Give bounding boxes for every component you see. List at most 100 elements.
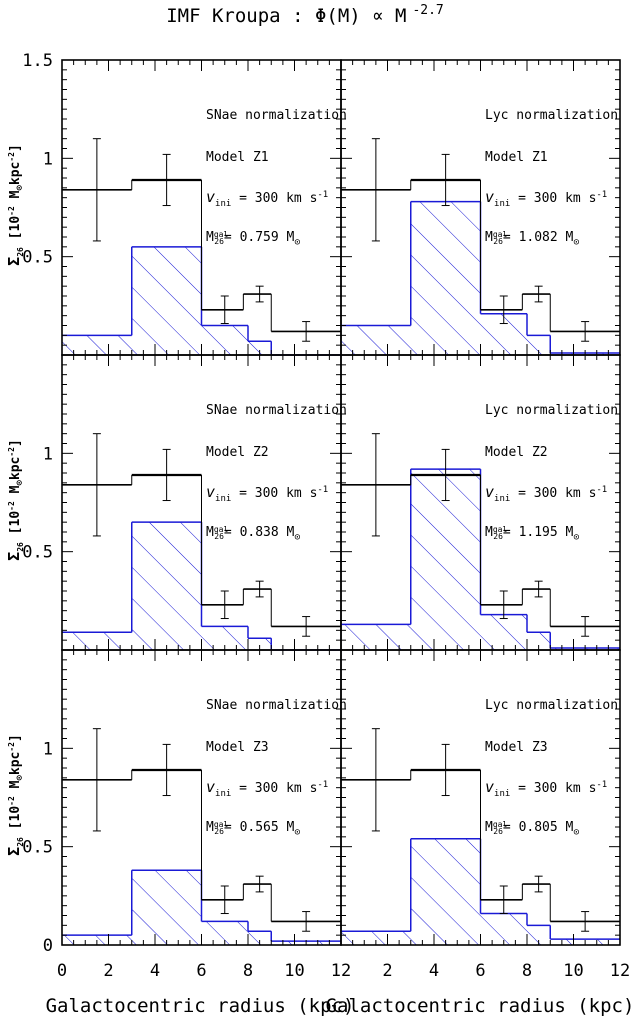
normalization-label: Lyc normalization xyxy=(485,403,618,418)
mgal-symbol: M xyxy=(206,525,214,540)
vini-exponent: -1 xyxy=(317,485,328,495)
mgal-symbol: M xyxy=(485,820,493,835)
vini-label: vini = 300 km s-1 xyxy=(485,778,607,799)
vini-exponent: -1 xyxy=(596,485,607,495)
vini-symbol: v xyxy=(206,483,215,501)
y-axis-title-units-mass: M xyxy=(8,780,23,796)
y-axis-title-units-exp: -2 xyxy=(7,796,16,806)
panel-bottom-left: SNae normalization Model Z3 vini = 300 km … xyxy=(61,649,347,946)
model-label: Model Z3 xyxy=(206,740,269,755)
mgal-symbol: M xyxy=(206,820,214,835)
vini-symbol: v xyxy=(485,188,494,206)
mgal-label: Mgal 26= 0.759 M⊙ xyxy=(206,230,300,248)
mgal-subscript: 26 xyxy=(214,532,224,541)
vini-subscript: ini xyxy=(215,494,231,504)
mgal-subscript: 26 xyxy=(493,532,503,541)
x-tick-label: 4 xyxy=(429,961,439,981)
mgal-value: = 0.805 M xyxy=(503,820,574,835)
y-axis-title-units-area: kpc xyxy=(8,162,23,185)
mgal-superscript: gal xyxy=(493,525,508,534)
x-tick-label: 2 xyxy=(382,961,392,981)
x-tick-label: 8 xyxy=(522,961,532,981)
mgal-label: Mgal 26= 1.195 M⊙ xyxy=(485,525,579,543)
figure-title-exponent: -2.7 xyxy=(412,3,443,18)
panel-top-right: Lyc normalization Model Z1 vini = 300 km s… xyxy=(340,59,621,356)
y-axis-title-close: ] xyxy=(8,734,23,742)
mgal-superscript: gal xyxy=(214,525,229,534)
model-bar-fill xyxy=(480,913,527,945)
x-tick-label: 12 xyxy=(610,961,630,981)
y-axis-title-units-area-exp: -2 xyxy=(7,742,16,752)
y-axis-title-close: ] xyxy=(8,144,23,152)
y-axis-title-units-area: kpc xyxy=(8,752,23,775)
vini-exponent: -1 xyxy=(596,190,607,200)
mgal-sun: ⊙ xyxy=(294,532,300,543)
x-tick-label: 6 xyxy=(196,961,206,981)
y-axis-title-subscript: 26 xyxy=(16,247,25,257)
y-axis-title-symbol: Σ xyxy=(5,552,23,561)
vini-value: = 300 km s xyxy=(510,781,596,796)
mgal-value: = 0.759 M xyxy=(224,230,295,245)
normalization-label: Lyc normalization xyxy=(485,108,618,123)
mgal-value: = 0.838 M xyxy=(224,525,295,540)
mgal-label: Mgal 26= 0.565 M⊙ xyxy=(206,820,300,838)
y-axis-title: Σ26 [10-2 M⊙kpc-2] xyxy=(5,144,25,266)
model-bar-fill xyxy=(527,335,551,355)
vini-symbol: v xyxy=(206,778,215,796)
mgal-label: Mgal 26= 0.805 M⊙ xyxy=(485,820,579,838)
y-axis-title-subscript: 26 xyxy=(16,837,25,847)
model-bar-fill xyxy=(131,522,202,650)
panel-top-left: SNae normalization Model Z1 vini = 300 km … xyxy=(61,59,347,356)
y-tick-label: 0.5 xyxy=(22,543,53,563)
y-axis-title-symbol: Σ xyxy=(5,847,23,856)
y-tick-label: 1 xyxy=(43,149,53,169)
x-tick-label: 6 xyxy=(475,961,485,981)
y-axis-title: Σ26 [10-2 M⊙kpc-2] xyxy=(5,439,25,561)
vini-exponent: -1 xyxy=(317,190,328,200)
model-label: Model Z3 xyxy=(485,740,548,755)
y-tick-label: 1 xyxy=(43,739,53,759)
model-bar-fill xyxy=(201,626,248,650)
mgal-label: Mgal 26= 0.838 M⊙ xyxy=(206,525,300,543)
vini-value: = 300 km s xyxy=(231,191,317,206)
model-bar-fill xyxy=(480,614,527,650)
y-axis-title-units-area: kpc xyxy=(8,457,23,480)
x-tick-label: 10 xyxy=(563,961,583,981)
mgal-superscript: gal xyxy=(493,820,508,829)
vini-subscript: ini xyxy=(215,789,231,799)
normalization-label: SNae normalization xyxy=(206,403,347,418)
panel-middle-left: SNae normalization Model Z2 vini = 300 km … xyxy=(61,354,347,651)
vini-label: vini = 300 km s-1 xyxy=(206,188,328,209)
y-axis-title-units-sun: ⊙ xyxy=(15,185,25,191)
model-bar-fill xyxy=(341,931,411,945)
panel-middle-right: Lyc normalization Model Z2 vini = 300 km s… xyxy=(340,354,621,651)
x-axis-labels: Galactocentric radius (kpc) Galactocentr… xyxy=(46,995,631,1017)
mgal-superscript: gal xyxy=(214,230,229,239)
mgal-sun: ⊙ xyxy=(573,532,579,543)
x-tick-label: 2 xyxy=(103,961,113,981)
y-tick-label: 0 xyxy=(43,936,53,956)
vini-exponent: -1 xyxy=(317,780,328,790)
vini-symbol: v xyxy=(485,483,494,501)
mgal-value: = 0.565 M xyxy=(224,820,295,835)
mgal-superscript: gal xyxy=(493,230,508,239)
y-axis-title-units-exp: -2 xyxy=(7,206,16,216)
mgal-symbol: M xyxy=(485,525,493,540)
y-axis-title-units-area-exp: -2 xyxy=(7,152,16,162)
y-tick-label: 1.5 xyxy=(22,51,53,71)
model-bar-fill xyxy=(131,870,202,945)
model-label: Model Z1 xyxy=(206,150,269,165)
vini-subscript: ini xyxy=(494,494,510,504)
model-bar-fill xyxy=(248,638,272,650)
model-bar-fill xyxy=(248,341,272,355)
y-axis-title-units: [10 xyxy=(8,216,23,247)
x-axis-label-right: Galactocentric radius (kpc) xyxy=(326,995,631,1017)
mgal-sun: ⊙ xyxy=(573,237,579,248)
mgal-label: Mgal 26= 1.082 M⊙ xyxy=(485,230,579,248)
vini-label: vini = 300 km s-1 xyxy=(485,483,607,504)
mgal-value: = 1.082 M xyxy=(503,230,574,245)
model-label: Model Z1 xyxy=(485,150,548,165)
model-bar-fill xyxy=(62,632,132,650)
vini-exponent: -1 xyxy=(596,780,607,790)
